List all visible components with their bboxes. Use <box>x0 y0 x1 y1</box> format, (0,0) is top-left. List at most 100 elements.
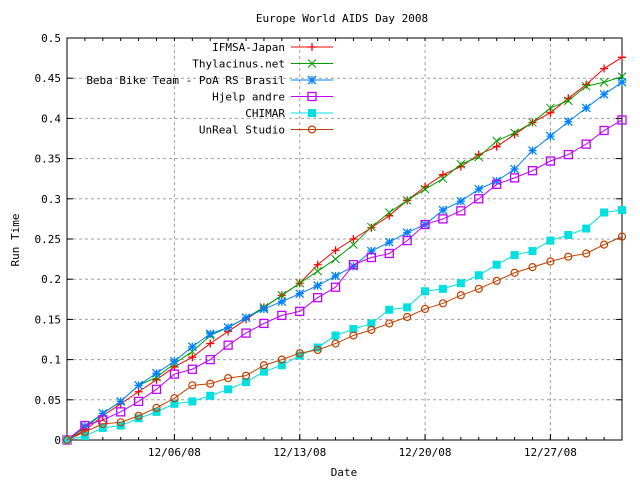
data-point <box>456 159 466 169</box>
data-point <box>384 248 394 259</box>
data-point <box>402 228 412 238</box>
data-point <box>581 139 591 149</box>
data-point <box>188 381 197 390</box>
data-point <box>599 125 609 136</box>
legend-label: CHIMAR <box>245 107 285 120</box>
data-point <box>403 303 412 312</box>
data-point <box>510 164 520 174</box>
data-point <box>527 166 538 176</box>
data-point <box>366 246 376 256</box>
data-point <box>170 399 179 408</box>
data-point <box>134 411 143 420</box>
data-point <box>474 152 484 162</box>
data-point <box>313 281 323 291</box>
data-point <box>169 356 179 366</box>
data-point <box>492 176 502 186</box>
data-point <box>188 397 197 406</box>
data-point <box>474 184 484 194</box>
data-point <box>600 64 609 73</box>
data-point <box>259 318 269 329</box>
data-point <box>581 81 591 91</box>
data-point <box>420 184 430 194</box>
series-4 <box>63 206 626 444</box>
data-point <box>187 342 197 352</box>
x-tick-label: 12/13/08 <box>273 446 326 459</box>
legend-marker <box>307 75 317 85</box>
data-point <box>600 208 609 217</box>
data-point <box>259 367 268 376</box>
series-3 <box>62 115 627 445</box>
data-point <box>348 261 358 271</box>
data-point <box>330 282 341 292</box>
x-axis-label: Date <box>331 466 358 479</box>
data-point <box>564 252 573 261</box>
data-point <box>152 368 161 378</box>
data-point <box>188 353 197 362</box>
data-point <box>313 345 322 355</box>
data-point <box>618 206 626 215</box>
data-point <box>224 385 233 394</box>
data-point <box>116 396 126 406</box>
data-point <box>133 396 144 407</box>
data-point <box>134 414 143 423</box>
data-point <box>348 260 359 270</box>
series-line <box>66 236 623 441</box>
series-line <box>66 76 623 441</box>
series-1 <box>62 72 627 445</box>
data-point <box>277 310 287 321</box>
data-point <box>509 173 520 183</box>
data-point <box>313 260 322 269</box>
data-point <box>331 271 341 281</box>
grid <box>67 38 622 440</box>
data-point <box>151 384 162 394</box>
data-point <box>546 108 555 117</box>
data-point <box>170 394 179 403</box>
x-tick-label: 12/20/08 <box>399 446 452 459</box>
data-point <box>545 131 555 141</box>
data-point <box>563 96 573 106</box>
data-point <box>277 355 286 364</box>
data-point <box>582 224 591 233</box>
data-point <box>420 304 430 314</box>
chart-title: Europe World AIDS Day 2008 <box>256 12 428 25</box>
data-point <box>223 322 233 332</box>
legend-label: UnReal Studio <box>199 124 285 137</box>
y-tick-label: 0.05 <box>35 394 62 407</box>
y-tick-label: 0.4 <box>41 112 61 125</box>
data-point <box>528 118 537 127</box>
data-point <box>510 251 519 260</box>
legend-marker <box>307 59 317 68</box>
data-point <box>367 223 376 232</box>
data-point <box>349 325 358 334</box>
data-point <box>385 305 394 314</box>
data-point <box>116 407 126 417</box>
y-tick-label: 0 <box>54 434 61 447</box>
legend-marker <box>307 91 317 102</box>
data-point <box>224 373 233 383</box>
data-point <box>277 297 287 307</box>
data-point <box>456 291 465 300</box>
y-tick-label: 0.2 <box>41 273 61 286</box>
data-point <box>420 219 430 230</box>
data-point <box>134 380 144 390</box>
data-point <box>277 361 286 370</box>
legend-marker <box>308 109 316 117</box>
data-point <box>295 351 304 360</box>
legend-label: Thylacinus.net <box>192 58 285 71</box>
series-line <box>66 119 623 441</box>
data-point <box>438 284 447 293</box>
data-point <box>599 77 609 87</box>
data-point <box>385 319 394 328</box>
data-point <box>402 196 412 205</box>
data-point <box>312 293 323 303</box>
data-point <box>563 149 573 160</box>
data-point <box>492 179 502 189</box>
data-point <box>546 103 555 113</box>
data-point <box>259 304 269 314</box>
data-point <box>313 343 322 352</box>
data-point <box>98 419 107 429</box>
data-point <box>331 254 340 264</box>
data-point <box>80 427 90 437</box>
data-point <box>563 117 573 127</box>
